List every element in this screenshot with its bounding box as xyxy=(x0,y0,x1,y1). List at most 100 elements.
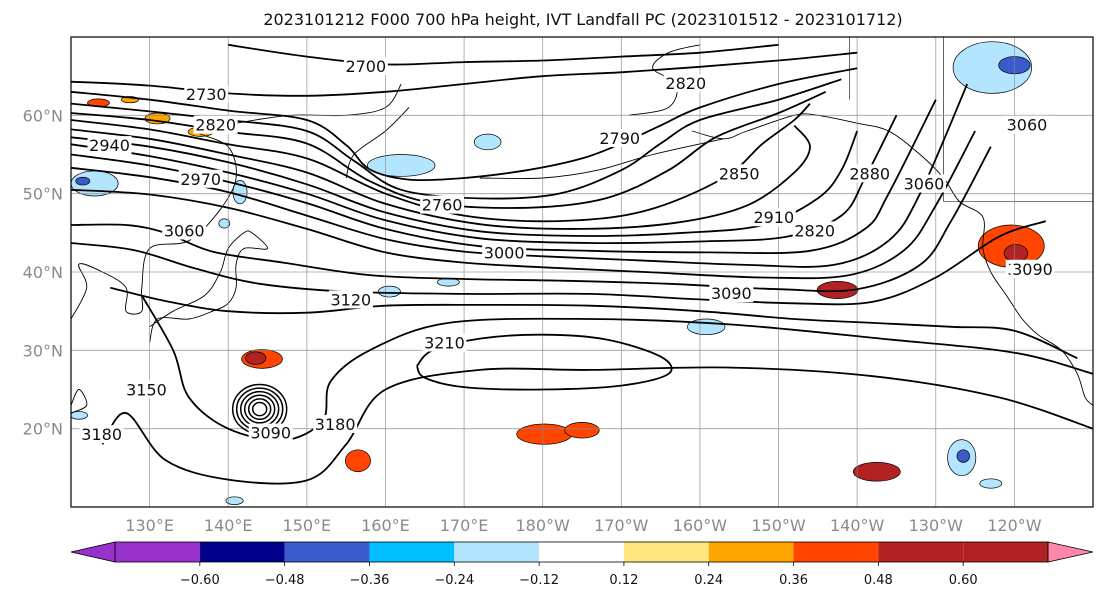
colorbar-tick-label: −0.12 xyxy=(519,573,559,588)
cyclone-contour xyxy=(247,398,272,421)
ivt-patch xyxy=(952,41,1033,94)
coastline xyxy=(71,389,88,414)
contour-label-bg xyxy=(79,425,124,444)
colorbar-bin xyxy=(878,542,964,562)
colorbar: −0.60 −0.48 −0.36 −0.24 −0.12 0.12 0.24 0.36 0.4… xyxy=(70,541,1094,588)
ivt-patch xyxy=(564,422,600,439)
colorbar-tick-label: −0.36 xyxy=(350,573,390,588)
contour-label-bg xyxy=(193,115,238,134)
contour-label-bg xyxy=(124,380,169,399)
contour-label: 3090 xyxy=(711,284,752,303)
colorbar-tick-label: 0.24 xyxy=(694,573,723,588)
ivt-patch xyxy=(473,133,502,151)
contour-label-bg xyxy=(328,290,373,309)
height-contour-3150 xyxy=(141,295,1093,442)
contour-label-bg xyxy=(847,164,892,183)
contour-label: 2910 xyxy=(753,208,794,227)
contour-label-bg xyxy=(709,284,754,303)
colorbar-bin xyxy=(284,542,370,562)
ivt-patch xyxy=(979,478,1003,489)
height-contour-2850 xyxy=(71,102,811,223)
contour-label: 3060 xyxy=(904,174,945,193)
colorbar-tick-label: −0.24 xyxy=(434,573,474,588)
ivt-patch xyxy=(218,218,231,229)
y-tick-label: 60°N xyxy=(23,106,63,125)
ivt-patch xyxy=(378,285,401,298)
colorbar-bin xyxy=(199,542,285,562)
colorbar-bin xyxy=(539,542,624,562)
contour-label-bg xyxy=(178,169,223,188)
contour-label: 3000 xyxy=(484,243,525,262)
contour-label-bg xyxy=(343,56,388,75)
contour-label-bg xyxy=(597,129,642,148)
ivt-patch xyxy=(245,351,267,365)
cyclone-contour xyxy=(251,401,268,417)
contour-label-bg xyxy=(248,423,293,442)
x-tick-label: 130°E xyxy=(125,516,174,535)
contour-label-bg xyxy=(792,221,837,240)
x-tick-label: 180°W xyxy=(516,516,571,535)
ivt-patch xyxy=(516,423,573,445)
x-tick-label: 170°E xyxy=(440,516,489,535)
x-tick-label: 160°W xyxy=(673,516,728,535)
colorbar-bin xyxy=(623,542,709,562)
contour-label-bg xyxy=(482,243,527,262)
contour-label-bg xyxy=(87,136,132,155)
colorbar-tick-label: −0.48 xyxy=(265,573,305,588)
height-contour-3210 xyxy=(416,333,673,391)
x-tick-label: 140°W xyxy=(830,516,885,535)
ivt-patch xyxy=(852,462,901,482)
contour-label: 2790 xyxy=(599,129,640,148)
height-contour-2910 xyxy=(71,130,859,237)
contour-label-bg xyxy=(901,174,946,193)
contour-label: 3060 xyxy=(1007,116,1048,135)
ivt-patch xyxy=(367,154,436,177)
contour-label: 3210 xyxy=(424,334,465,353)
colorbar-tick-label: 0.48 xyxy=(864,573,893,588)
y-tick-label: 20°N xyxy=(23,420,63,439)
contour-label: 3180 xyxy=(81,425,122,444)
contour-label: 2820 xyxy=(195,116,236,135)
colorbar-frame xyxy=(114,541,1049,563)
y-tick-label: 50°N xyxy=(23,185,63,204)
contour-label-bg xyxy=(184,85,229,104)
height-contour-3180 xyxy=(101,366,1093,485)
contour-label: 2820 xyxy=(794,221,835,240)
y-axis-ticks: 20°N 30°N 40°N 50°N 60°N xyxy=(23,106,63,438)
colorbar-bin xyxy=(708,542,794,562)
height-contour-3120 xyxy=(110,286,1078,360)
ivt-patch xyxy=(75,176,91,186)
ivt-patch xyxy=(956,449,970,463)
colorbar-tick-label: −0.60 xyxy=(180,573,220,588)
contour-label-bg xyxy=(717,164,762,183)
contour-label-bg xyxy=(313,414,358,433)
border-line xyxy=(943,37,1015,202)
y-tick-label: 40°N xyxy=(23,263,63,282)
contour-label: 3090 xyxy=(1012,260,1053,279)
colorbar-bin xyxy=(369,542,455,562)
colorbar-tick-label: 0.60 xyxy=(949,573,978,588)
chart-title: 2023101212 F000 700 hPa height, IVT Land… xyxy=(263,10,902,29)
colorbar-extend-low xyxy=(70,541,116,563)
height-contour-2940 xyxy=(71,114,898,245)
contour-label-bg xyxy=(1004,115,1049,134)
contour-label-bg xyxy=(1010,259,1055,278)
colorbar-tick-label: 0.36 xyxy=(779,573,808,588)
colorbar-bin xyxy=(963,542,1048,562)
contour-label: 2880 xyxy=(849,164,890,183)
contour-label-bg xyxy=(422,333,467,352)
height-contour-2760 xyxy=(71,67,858,182)
x-tick-label: 160°E xyxy=(361,516,410,535)
contour-label: 2700 xyxy=(345,57,386,76)
height-contour-3060 xyxy=(71,146,992,293)
contour-label: 2820 xyxy=(665,74,706,93)
contour-label: 2940 xyxy=(89,136,130,155)
height-contour-2970 xyxy=(71,99,937,255)
x-tick-label: 170°W xyxy=(594,516,649,535)
colorbar-tick-label: 0.12 xyxy=(609,573,638,588)
contour-label: 3150 xyxy=(126,381,167,400)
ivt-patch xyxy=(345,449,371,473)
ivt-patch xyxy=(71,411,88,420)
ivt-patch xyxy=(225,496,244,506)
